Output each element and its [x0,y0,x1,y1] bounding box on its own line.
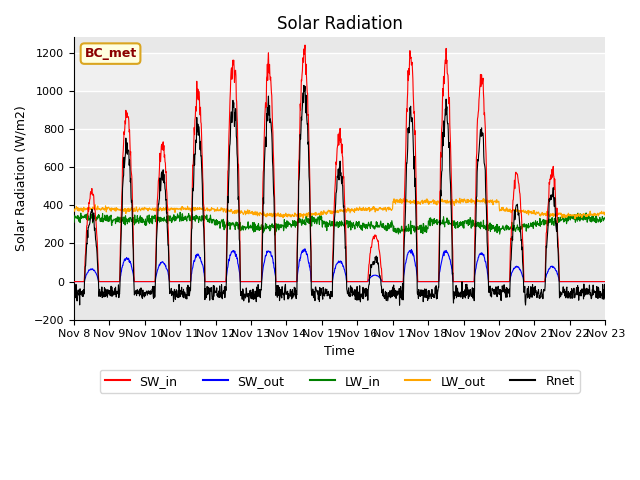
Title: Solar Radiation: Solar Radiation [276,15,403,33]
X-axis label: Time: Time [324,345,355,358]
Rnet [300,83,308,88]
Text: BC_met: BC_met [84,47,137,60]
Line: LW_out: LW_out [74,198,605,219]
SW_in [70,279,77,285]
Y-axis label: Solar Radiation (W/m2): Solar Radiation (W/m2) [15,106,28,252]
LW_in [176,209,184,215]
LW_out [571,216,579,222]
LW_out [188,205,196,211]
LW_in [602,215,609,220]
Rnet [188,225,196,231]
Line: SW_in: SW_in [74,45,605,282]
Legend: SW_in, SW_out, LW_in, LW_out, Rnet: SW_in, SW_out, LW_in, LW_out, Rnet [100,370,580,393]
SW_in [188,203,196,208]
SW_in [492,279,499,285]
Rnet [492,284,500,290]
LW_out [456,195,463,201]
SW_out [188,267,196,273]
SW_out [602,279,609,285]
Rnet [602,294,609,300]
LW_in [422,229,430,235]
SW_out [301,246,309,252]
LW_out [175,206,183,212]
LW_out [492,198,499,204]
Line: LW_in: LW_in [74,212,605,235]
Bar [74,205,605,243]
SW_out [70,279,77,285]
Rnet [70,289,77,295]
LW_in [70,219,77,225]
SW_out [492,279,499,285]
Rnet [422,295,430,300]
SW_out [175,279,183,285]
LW_out [602,210,609,216]
LW_in [271,232,279,238]
Rnet [396,302,403,308]
Line: Rnet: Rnet [74,85,605,305]
LW_in [175,214,183,219]
LW_in [189,211,196,217]
SW_in [175,279,183,285]
Rnet [539,296,547,301]
Bar [74,129,605,167]
SW_in [422,279,430,285]
Rnet [248,290,255,296]
SW_in [301,42,309,48]
Rnet [175,282,183,288]
LW_out [70,206,77,212]
SW_in [539,279,547,285]
SW_in [602,279,609,285]
LW_out [539,211,547,217]
LW_in [248,223,255,229]
Bar [74,53,605,91]
SW_in [248,279,255,285]
SW_out [248,279,255,285]
SW_out [422,279,430,285]
LW_in [492,223,500,229]
LW_out [422,197,429,203]
Line: SW_out: SW_out [74,249,605,282]
LW_out [248,210,255,216]
LW_in [539,218,547,224]
SW_out [539,279,547,285]
